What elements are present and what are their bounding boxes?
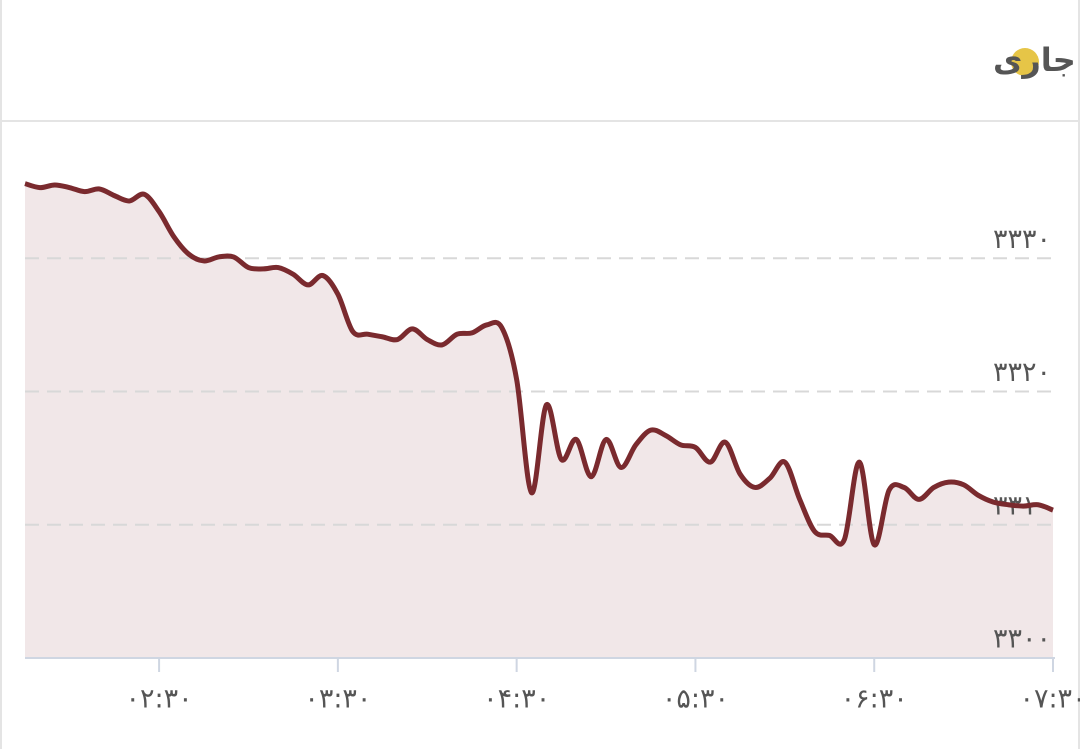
x-tick-label: ۰۴:۳۰ xyxy=(483,684,550,715)
chart-title: نوسانات انس طلا در روز جاری xyxy=(993,41,1080,79)
x-tick-label: ۰۳:۳۰ xyxy=(304,684,371,715)
line xyxy=(24,181,1054,548)
x-tick-label: ۰۶:۳۰ xyxy=(841,684,908,715)
y-tick-label: ۳۳۳۰ xyxy=(993,224,1051,255)
title-dot xyxy=(1011,48,1039,76)
x-tick-label: ۰۷:۳۰ xyxy=(1019,684,1080,715)
area xyxy=(25,183,1053,658)
x-tick-label: ۰۲:۳۰ xyxy=(126,684,193,715)
y-tick-label: ۳۳۲۰ xyxy=(993,357,1051,388)
x-tick-label: ۰۵:۳۰ xyxy=(662,684,729,715)
y-tick-label: ۳۳۰۰ xyxy=(993,624,1051,655)
